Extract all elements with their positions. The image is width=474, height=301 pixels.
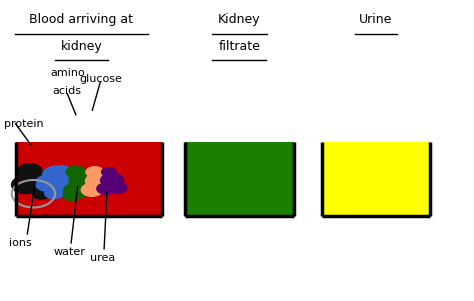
Circle shape (68, 172, 97, 190)
Text: Blood arriving at: Blood arriving at (29, 13, 134, 26)
Circle shape (109, 182, 128, 194)
Circle shape (63, 191, 80, 201)
Circle shape (32, 188, 51, 200)
Circle shape (85, 166, 104, 178)
Circle shape (65, 166, 86, 178)
Circle shape (17, 163, 43, 180)
Circle shape (101, 167, 117, 177)
Text: filtrate: filtrate (219, 40, 260, 53)
Circle shape (85, 172, 111, 189)
Circle shape (35, 174, 63, 192)
Circle shape (42, 166, 72, 185)
Circle shape (63, 182, 89, 199)
Circle shape (52, 165, 72, 178)
Text: protein: protein (4, 119, 43, 129)
Text: water: water (54, 247, 86, 257)
Text: Urine: Urine (359, 13, 392, 26)
Text: Kidney: Kidney (218, 13, 261, 26)
Circle shape (25, 171, 49, 187)
Text: amino: amino (50, 68, 85, 78)
Circle shape (100, 172, 124, 188)
Circle shape (96, 182, 116, 195)
Circle shape (81, 183, 103, 197)
Circle shape (54, 177, 79, 193)
Circle shape (44, 186, 64, 199)
Text: acids: acids (53, 86, 82, 96)
Text: kidney: kidney (61, 40, 102, 53)
Bar (185, 141, 293, 216)
Bar (16, 141, 162, 216)
Circle shape (11, 175, 41, 194)
Bar (322, 141, 430, 216)
Text: ions: ions (9, 238, 32, 248)
Text: urea: urea (90, 253, 115, 263)
Text: glucose: glucose (79, 74, 122, 84)
